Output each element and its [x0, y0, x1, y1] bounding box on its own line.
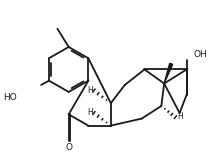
Polygon shape: [164, 63, 173, 84]
Text: H: H: [87, 86, 92, 95]
Text: HO: HO: [3, 93, 17, 102]
Text: O: O: [65, 143, 72, 152]
Text: H: H: [177, 112, 183, 121]
Text: H: H: [87, 108, 92, 117]
Text: OH: OH: [194, 49, 207, 58]
